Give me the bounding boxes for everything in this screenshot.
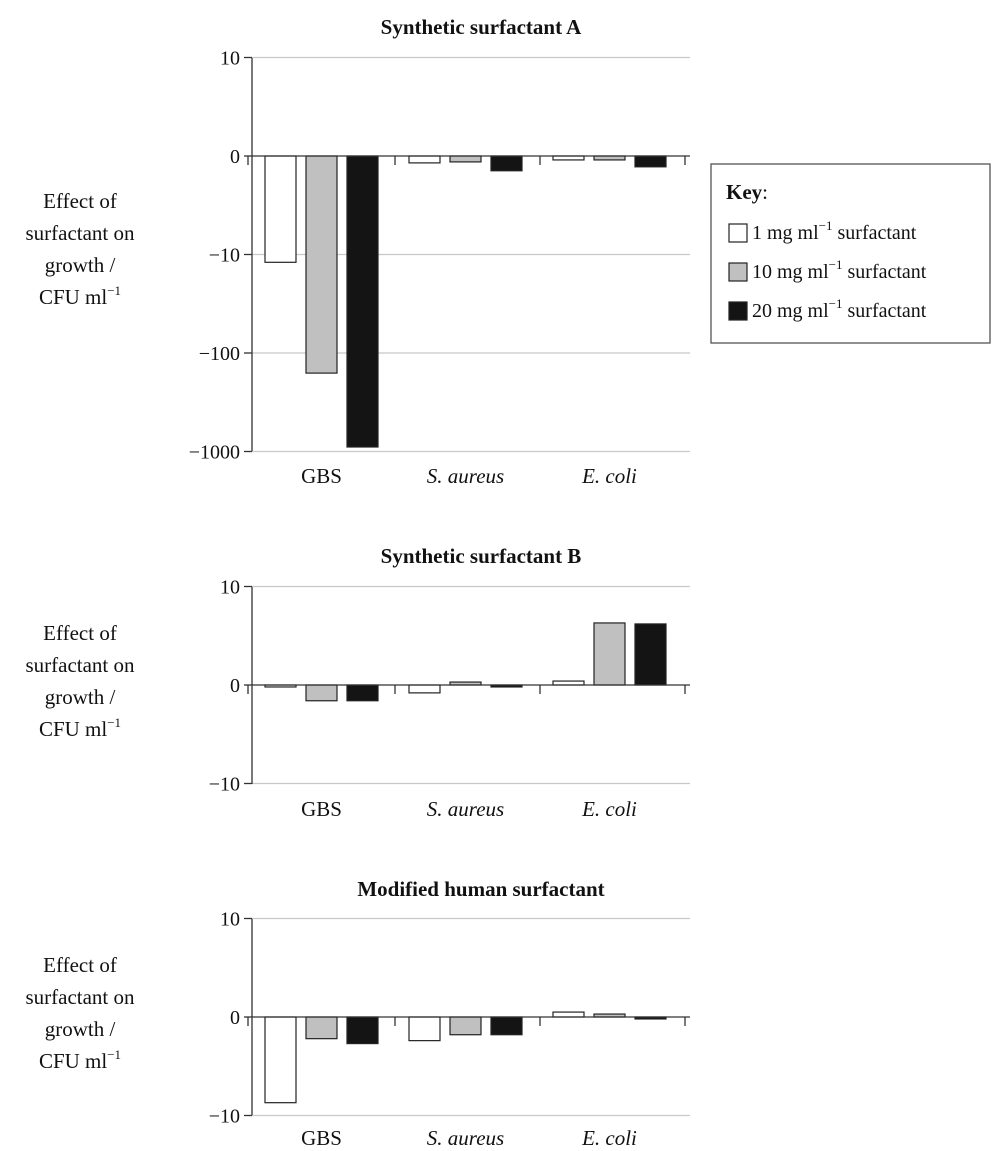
- legend-swatch: [728, 301, 748, 321]
- category-label: GBS: [301, 464, 342, 488]
- chart-title: Synthetic surfactant A: [381, 15, 582, 39]
- legend-item-prefix: 20 mg ml: [752, 300, 829, 322]
- y-axis-label-text: surfactant on: [25, 221, 135, 245]
- y-axis-label-text: growth /: [45, 685, 116, 709]
- y-tick-label: 0: [230, 146, 240, 168]
- legend-title-text: Key: [726, 180, 763, 204]
- legend-box: [710, 163, 991, 344]
- y-tick-label: −10: [209, 1106, 240, 1128]
- bar: [346, 684, 379, 702]
- legend-item-label: 20 mg ml−1 surfactant: [752, 296, 927, 322]
- y-tick-label: 0: [230, 675, 240, 697]
- legend-title-colon: :: [762, 180, 768, 204]
- legend-title: Key:: [726, 180, 768, 204]
- bar: [490, 1016, 523, 1036]
- y-axis-label-line: surfactant on: [25, 221, 135, 245]
- y-axis-label-text: growth /: [45, 253, 116, 277]
- y-tick-label: 0: [230, 1007, 240, 1029]
- chart-1: Synthetic surfactant A 10 0 −10 −100 −1000 Eff…: [25, 15, 690, 488]
- category-label: E. coli: [581, 1126, 637, 1150]
- legend-item-suffix: surfactant: [843, 261, 927, 283]
- y-axis-label-superscript: −1: [107, 283, 121, 298]
- y-axis-label-text: Effect of: [43, 621, 117, 645]
- bar: [449, 155, 482, 163]
- bar: [408, 1016, 441, 1042]
- bar: [346, 155, 379, 448]
- category-label: S. aureus: [427, 464, 504, 488]
- y-axis-label-superscript: −1: [107, 715, 121, 730]
- bar: [346, 1016, 379, 1045]
- category-label: E. coli: [581, 464, 637, 488]
- y-tick-label: −10: [209, 245, 240, 267]
- bar: [305, 684, 338, 702]
- bar: [305, 1016, 338, 1040]
- bar: [634, 623, 667, 686]
- chart-title: Modified human surfactant: [357, 877, 604, 901]
- legend-item-superscript: −1: [829, 296, 843, 311]
- bar: [264, 155, 297, 263]
- legend-swatch: [728, 262, 748, 282]
- y-axis-label-line: growth /: [45, 253, 116, 277]
- category-label: S. aureus: [427, 797, 504, 821]
- y-axis-label-text: CFU ml: [39, 717, 107, 741]
- y-axis-label-line: CFU ml−1: [39, 715, 121, 741]
- y-axis-label-line: growth /: [45, 685, 116, 709]
- y-tick-label: −1000: [189, 442, 240, 464]
- bar: [634, 155, 667, 168]
- legend-item-superscript: −1: [819, 218, 833, 233]
- y-axis-label-line: Effect of: [43, 621, 117, 645]
- chart-3: Modified human surfactant 10 0 −10 Effect of…: [25, 877, 690, 1150]
- chart-2: Synthetic surfactant B 10 0 −10 Effect of sur…: [25, 544, 690, 821]
- y-axis-label-text: growth /: [45, 1017, 116, 1041]
- y-axis-label-line: Effect of: [43, 953, 117, 977]
- y-axis-label-line: CFU ml−1: [39, 283, 121, 309]
- bar: [593, 622, 626, 686]
- legend-item-superscript: −1: [829, 257, 843, 272]
- chart-title: Synthetic surfactant B: [381, 544, 582, 568]
- y-axis-label-text: CFU ml: [39, 1049, 107, 1073]
- category-label: S. aureus: [427, 1126, 504, 1150]
- bar: [490, 155, 523, 172]
- y-tick-label: −10: [209, 774, 240, 796]
- y-axis-label-text: surfactant on: [25, 653, 135, 677]
- y-axis-label-line: growth /: [45, 1017, 116, 1041]
- category-label: E. coli: [581, 797, 637, 821]
- legend-item-suffix: surfactant: [843, 300, 927, 322]
- legend-item-suffix: surfactant: [833, 222, 917, 244]
- y-axis-label-text: Effect of: [43, 189, 117, 213]
- y-axis-label-line: CFU ml−1: [39, 1047, 121, 1073]
- y-tick-label: 10: [220, 577, 240, 599]
- y-tick-label: −100: [199, 343, 240, 365]
- y-axis-label-line: surfactant on: [25, 985, 135, 1009]
- y-tick-label: 10: [220, 909, 240, 931]
- y-axis-label-text: CFU ml: [39, 285, 107, 309]
- y-axis-label-line: Effect of: [43, 189, 117, 213]
- y-tick-label: 10: [220, 48, 240, 70]
- bar: [264, 1016, 297, 1104]
- legend-swatch: [728, 223, 748, 243]
- y-axis-label-text: Effect of: [43, 953, 117, 977]
- y-axis-label-superscript: −1: [107, 1047, 121, 1062]
- legend-item-prefix: 10 mg ml: [752, 261, 829, 283]
- y-axis-label-text: surfactant on: [25, 985, 135, 1009]
- legend-item-label: 1 mg ml−1 surfactant: [752, 218, 917, 244]
- bar: [552, 1011, 585, 1018]
- bar: [408, 684, 441, 694]
- legend-item-prefix: 1 mg ml: [752, 222, 819, 244]
- bar: [408, 155, 441, 164]
- category-label: GBS: [301, 1126, 342, 1150]
- bar: [449, 1016, 482, 1036]
- y-axis-label-line: surfactant on: [25, 653, 135, 677]
- legend-item-label: 10 mg ml−1 surfactant: [752, 257, 927, 283]
- bar: [305, 155, 338, 374]
- category-label: GBS: [301, 797, 342, 821]
